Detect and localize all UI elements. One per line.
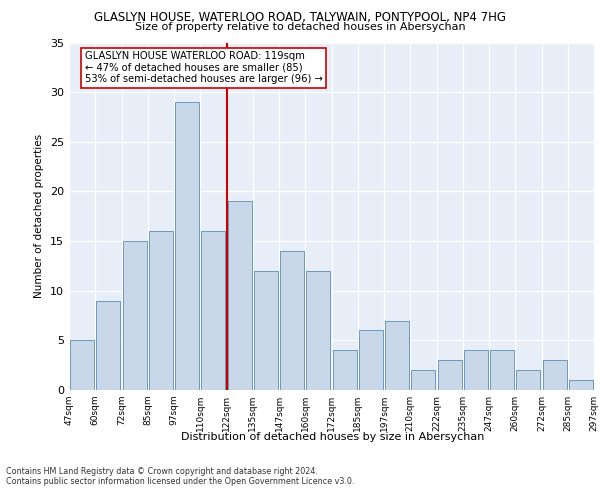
Bar <box>464 350 488 390</box>
Text: Distribution of detached houses by size in Abersychan: Distribution of detached houses by size … <box>181 432 485 442</box>
Text: Contains public sector information licensed under the Open Government Licence v3: Contains public sector information licen… <box>6 478 355 486</box>
Bar <box>385 320 409 390</box>
Bar <box>280 251 304 390</box>
Text: Contains HM Land Registry data © Crown copyright and database right 2024.: Contains HM Land Registry data © Crown c… <box>6 468 318 476</box>
Bar <box>359 330 383 390</box>
Bar <box>490 350 514 390</box>
Bar <box>122 241 147 390</box>
Bar <box>96 300 121 390</box>
Bar <box>175 102 199 390</box>
Y-axis label: Number of detached properties: Number of detached properties <box>34 134 44 298</box>
Text: GLASLYN HOUSE, WATERLOO ROAD, TALYWAIN, PONTYPOOL, NP4 7HG: GLASLYN HOUSE, WATERLOO ROAD, TALYWAIN, … <box>94 11 506 24</box>
Bar <box>542 360 567 390</box>
Bar <box>254 271 278 390</box>
Bar <box>516 370 541 390</box>
Bar <box>149 231 173 390</box>
Bar <box>306 271 331 390</box>
Bar <box>202 231 226 390</box>
Bar <box>332 350 356 390</box>
Text: Size of property relative to detached houses in Abersychan: Size of property relative to detached ho… <box>134 22 466 32</box>
Bar <box>569 380 593 390</box>
Bar <box>227 202 252 390</box>
Text: GLASLYN HOUSE WATERLOO ROAD: 119sqm
← 47% of detached houses are smaller (85)
53: GLASLYN HOUSE WATERLOO ROAD: 119sqm ← 47… <box>85 51 323 84</box>
Bar <box>70 340 94 390</box>
Bar <box>437 360 462 390</box>
Bar <box>412 370 436 390</box>
